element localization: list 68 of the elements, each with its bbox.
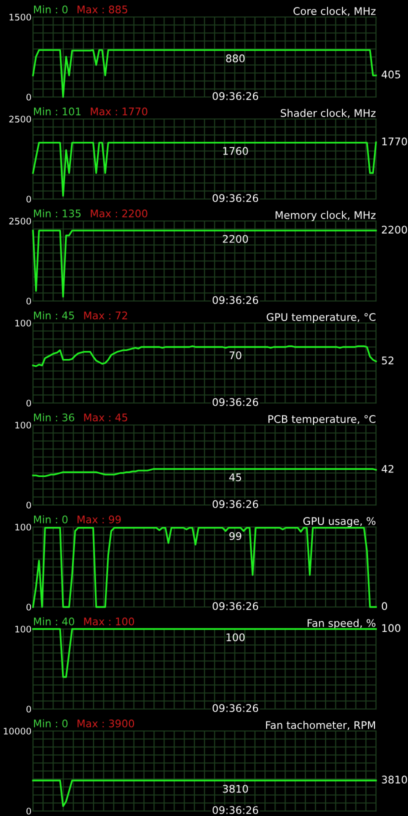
- y-tick-label: 0: [26, 604, 32, 611]
- y-tick-label: 0: [26, 196, 32, 203]
- y-tick-label: 2500: [9, 218, 32, 225]
- annotation: 45: [229, 473, 242, 482]
- text: Min : 45: [34, 311, 74, 320]
- chart-title: GPU temperature, °C: [266, 313, 376, 323]
- text: Max : 45: [84, 414, 128, 422]
- annotation: 09:36:26: [212, 704, 258, 712]
- annotation: 09:36:26: [212, 500, 258, 508]
- text: 52: [382, 356, 394, 364]
- text: Max : 1770: [90, 108, 148, 116]
- line-series: [32, 230, 377, 298]
- text: Min : 0: [34, 515, 68, 524]
- annotation: 09:36:26: [212, 194, 258, 202]
- text: Max : 99: [78, 516, 121, 524]
- y-tick-label: 0: [26, 808, 32, 815]
- chart-title: Fan speed, %: [308, 618, 376, 629]
- y-tick-label: 10000: [4, 728, 32, 735]
- y-tick-label: 0: [26, 94, 32, 101]
- y-tick-label: 100: [15, 422, 32, 429]
- annotation: 09:36:26: [212, 92, 258, 100]
- text: Max : 3900: [78, 720, 134, 728]
- text: Max : 100: [84, 618, 134, 626]
- annotation: 70: [230, 351, 242, 360]
- line-series: [32, 345, 377, 368]
- text: Min : 36: [34, 413, 74, 422]
- text: 42: [382, 464, 394, 473]
- chart-title: GPU usage, %: [303, 517, 376, 527]
- line-series: [32, 526, 377, 608]
- chart-title: Fan tachometer, RPM: [266, 720, 375, 730]
- text: Max : 72: [84, 312, 128, 320]
- annotation: 09:36:26: [212, 296, 258, 304]
- annotation: 09:36:26: [212, 806, 258, 814]
- y-tick-label: 0: [26, 706, 32, 713]
- text: Min : 40: [34, 617, 74, 626]
- y-tick-label: 1500: [10, 14, 32, 21]
- text: Min : 135: [34, 209, 81, 218]
- y-tick-label: 100: [15, 320, 32, 327]
- text: 1770: [382, 138, 407, 146]
- annotation: 09:36:26: [212, 602, 258, 610]
- text: Min : 101: [34, 107, 81, 116]
- y-tick-label: 2500: [9, 116, 32, 123]
- annotation: 880: [226, 54, 245, 62]
- chart-title: PCB temperature, °C: [268, 415, 376, 425]
- annotation: 100: [226, 633, 245, 642]
- chart-title: Core clock, MHz: [294, 6, 376, 16]
- y-tick-label: 0: [26, 502, 32, 509]
- annotation: 99: [229, 532, 242, 540]
- annotation: 3810: [222, 784, 248, 793]
- y-tick-label: 100: [15, 626, 32, 633]
- y-tick-label: 0: [26, 298, 32, 305]
- text: Min : 0: [34, 719, 68, 728]
- annotation: 2200: [222, 234, 248, 243]
- text: 405: [382, 70, 400, 78]
- text: 2200: [382, 226, 407, 234]
- chart-title: Memory clock, MHz: [276, 210, 376, 221]
- text: 0: [382, 602, 388, 610]
- text: Min : 0: [34, 5, 68, 14]
- chart-title: Shader clock, MHz: [280, 108, 376, 118]
- y-tick-label: 100: [15, 524, 32, 531]
- text: Max : 885: [78, 6, 128, 14]
- text: Max : 2200: [90, 210, 148, 218]
- y-tick-label: 0: [26, 400, 32, 407]
- annotation: 09:36:26: [212, 398, 258, 406]
- annotation: 1760: [223, 147, 248, 155]
- text: 100: [382, 624, 400, 632]
- line-series: [32, 780, 377, 808]
- text: 3810: [382, 776, 407, 784]
